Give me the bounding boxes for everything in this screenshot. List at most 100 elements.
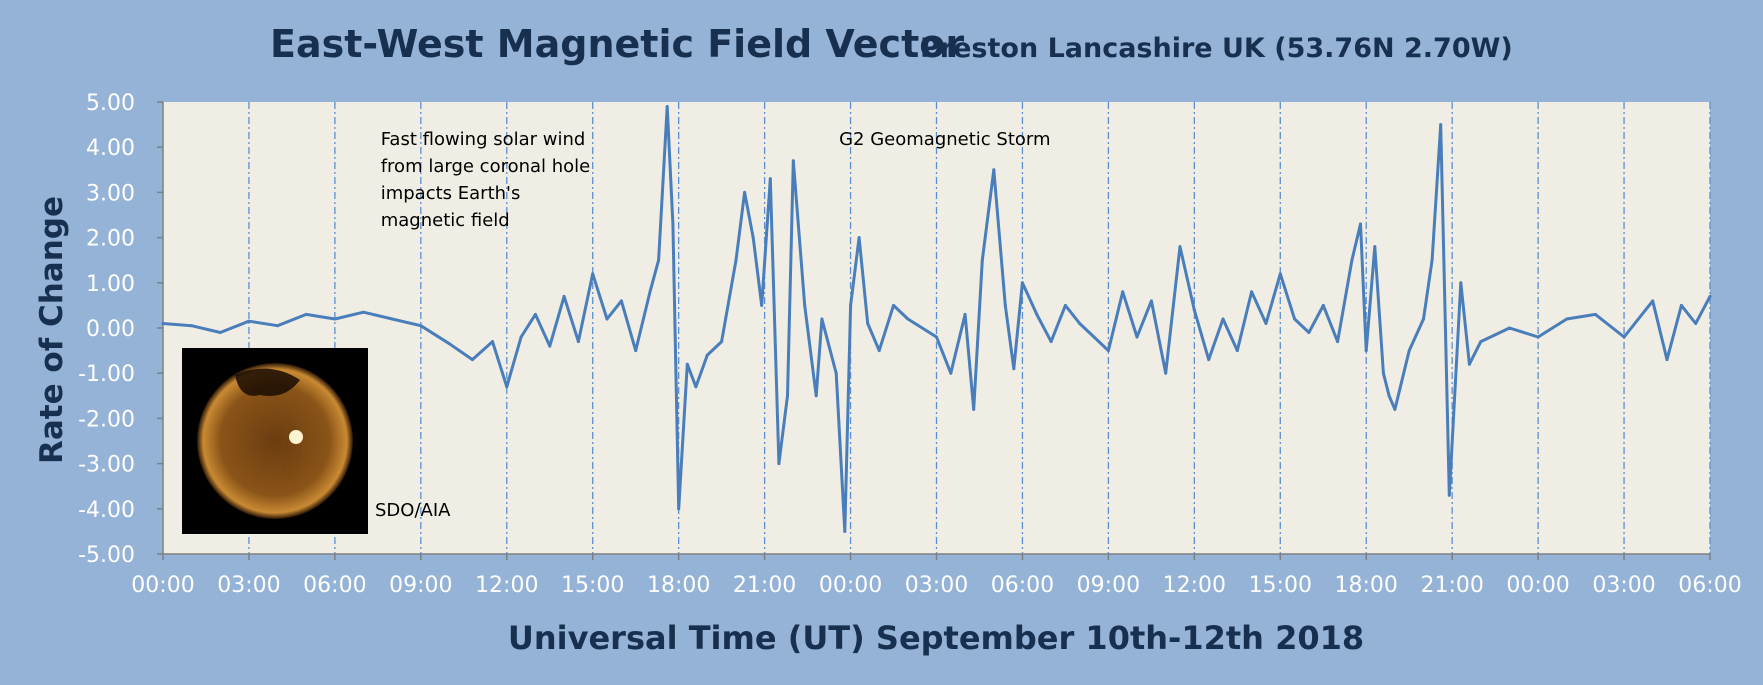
data-point-23 [648, 290, 652, 294]
data-point-35 [760, 303, 764, 307]
annotation-1: G2 Geomagnetic Storm [839, 129, 1050, 150]
data-point-89 [1422, 317, 1425, 321]
data-point-81 [1350, 258, 1354, 262]
series-points [161, 105, 1712, 533]
data-point-5 [304, 312, 308, 316]
data-point-78 [1307, 331, 1311, 334]
data-point-9 [419, 324, 423, 328]
data-point-21 [619, 299, 623, 303]
data-point-97 [1536, 335, 1540, 339]
y-tick-label-1: 4.00 [86, 136, 135, 161]
data-point-93 [1459, 281, 1463, 285]
axes [157, 101, 1711, 560]
x-tick-label-8: 00:00 [819, 573, 882, 598]
data-point-27 [677, 507, 681, 511]
data-point-25 [665, 105, 669, 108]
data-point-74 [1250, 290, 1254, 294]
data-point-69 [1178, 245, 1182, 249]
x-tick-label-9: 03:00 [905, 573, 968, 598]
data-point-24 [657, 258, 661, 262]
data-point-18 [576, 340, 580, 344]
y-axis-label: Rate of Change [34, 196, 70, 464]
x-tick-label-0: 00:00 [131, 573, 194, 598]
data-point-63 [1078, 322, 1082, 325]
data-point-92 [1447, 493, 1451, 497]
annotation-0-line-1: from large coronal hole [381, 156, 591, 177]
data-point-96 [1508, 326, 1511, 330]
x-axis-label: Universal Time (UT) September 10th-12th … [508, 619, 1364, 657]
coronal-hole [235, 368, 300, 396]
sdo-aia-caption: SDO/AIA [375, 500, 451, 521]
x-tick-label-14: 18:00 [1335, 573, 1398, 598]
data-point-45 [849, 303, 853, 307]
x-tick-label-18: 06:00 [1678, 573, 1741, 598]
x-tick-label-2: 06:00 [303, 573, 366, 598]
data-point-56 [992, 168, 996, 172]
data-point-14 [519, 335, 523, 339]
data-point-47 [866, 322, 870, 325]
y-tick-label-6: -1.00 [78, 362, 135, 387]
data-point-29 [694, 385, 698, 389]
data-point-73 [1235, 349, 1239, 353]
data-point-33 [743, 190, 747, 194]
sdo-aia-sun-image [182, 348, 368, 534]
data-point-57 [1003, 303, 1007, 307]
data-point-98 [1565, 317, 1569, 321]
x-tick-label-11: 09:00 [1077, 573, 1140, 598]
data-point-51 [935, 335, 938, 339]
data-point-13 [505, 385, 509, 389]
data-point-71 [1207, 358, 1211, 362]
data-point-60 [1035, 312, 1039, 316]
x-tick-label-7: 21:00 [733, 573, 796, 598]
x-tick-label-6: 18:00 [647, 573, 710, 598]
y-tick-label-8: -3.00 [78, 453, 135, 478]
data-point-65 [1121, 290, 1125, 294]
sun-disk [197, 363, 353, 519]
data-point-103 [1679, 303, 1683, 307]
data-point-94 [1467, 362, 1471, 366]
data-point-77 [1293, 317, 1297, 321]
y-tick-label-7: -2.00 [78, 407, 135, 432]
data-point-55 [980, 258, 984, 262]
data-point-31 [720, 340, 724, 344]
data-point-4 [276, 324, 280, 328]
y-tick-labels: 5.00 4.00 3.00 2.00 1.00 0.00 -1.00 -2.00 -3.00 -… [78, 91, 135, 568]
data-point-37 [777, 462, 781, 466]
data-point-75 [1264, 322, 1268, 325]
y-tick-label-0: 5.00 [86, 91, 135, 116]
data-point-68 [1164, 371, 1168, 375]
data-point-11 [470, 358, 474, 362]
data-point-0 [161, 322, 165, 325]
bright-active-region [289, 430, 303, 444]
y-tick-label-2: 3.00 [86, 181, 135, 206]
annotation-0-line-0: Fast flowing solar wind [381, 129, 586, 150]
data-point-2 [218, 331, 222, 334]
data-point-100 [1622, 335, 1626, 339]
data-point-72 [1221, 317, 1225, 321]
x-tick-label-5: 15:00 [561, 573, 624, 598]
data-point-91 [1439, 123, 1443, 127]
data-point-85 [1381, 371, 1385, 375]
chart-subtitle: Preston Lancashire UK (53.76N 2.70W) [920, 33, 1513, 64]
data-point-86 [1387, 394, 1391, 398]
x-tick-label-16: 00:00 [1506, 573, 1569, 598]
data-point-58 [1012, 367, 1016, 371]
x-tick-label-3: 09:00 [389, 573, 452, 598]
data-point-12 [491, 340, 494, 344]
annotation-0: Fast flowing solar wind from large corona… [381, 129, 591, 231]
data-point-99 [1593, 312, 1597, 316]
data-point-90 [1430, 258, 1434, 262]
annotation-0-line-3: magnetic field [381, 210, 510, 231]
data-point-19 [591, 272, 595, 276]
data-point-32 [734, 258, 738, 262]
data-point-38 [786, 394, 789, 398]
data-point-39 [791, 159, 795, 163]
data-point-83 [1364, 349, 1368, 353]
x-tick-label-17: 03:00 [1592, 573, 1655, 598]
data-point-80 [1336, 340, 1340, 344]
data-point-22 [634, 349, 638, 353]
y-tick-label-10: -5.00 [78, 543, 135, 568]
data-point-7 [362, 310, 365, 314]
data-point-28 [685, 362, 689, 366]
